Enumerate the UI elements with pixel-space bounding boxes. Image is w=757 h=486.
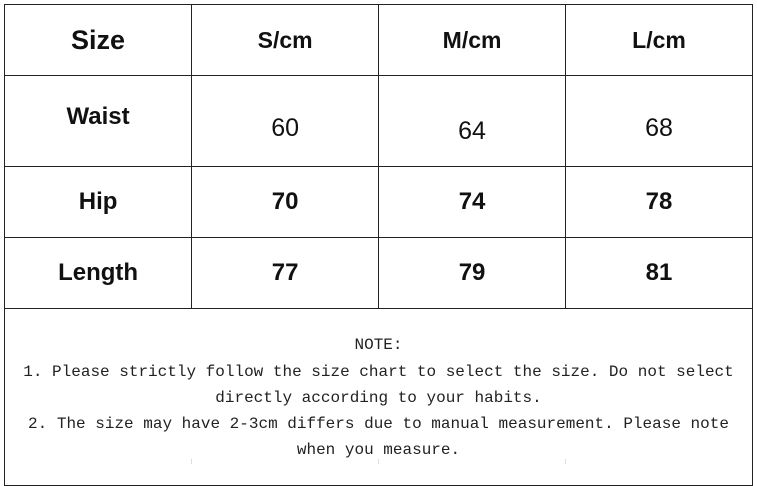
note-row: NOTE: 1. Please strictly follow the size…	[4, 308, 753, 486]
note-line-2: 2. The size may have 2-3cm differs due t…	[28, 415, 729, 460]
table-row-waist: Waist 60 64 68	[3, 75, 753, 167]
note-line-1: 1. Please strictly follow the size chart…	[23, 362, 734, 407]
note-cell: NOTE: 1. Please strictly follow the size…	[4, 308, 753, 486]
header-size: Size	[3, 4, 193, 76]
cell-value: 68	[565, 75, 753, 167]
cell-value: 77	[191, 237, 380, 309]
cell-value: 64	[378, 75, 567, 167]
row-label: Length	[3, 237, 193, 309]
row-label: Waist	[3, 75, 193, 167]
row-label: Hip	[3, 166, 193, 238]
cell-value: 78	[565, 166, 753, 238]
cell-value: 79	[378, 237, 567, 309]
cell-value: 81	[565, 237, 753, 309]
note-title: NOTE:	[354, 336, 403, 355]
header-l: L/cm	[565, 4, 753, 76]
grid-line	[565, 459, 566, 464]
cell-value: 70	[191, 166, 380, 238]
size-chart-table: Size S/cm M/cm L/cm Waist 60 64 68 Hip 7…	[3, 4, 753, 486]
table-row-length: Length 77 79 81	[3, 237, 753, 309]
cell-value: 74	[378, 166, 567, 238]
grid-line	[378, 459, 379, 464]
table-row-hip: Hip 70 74 78	[3, 166, 753, 238]
header-m: M/cm	[378, 4, 567, 76]
grid-line	[191, 459, 192, 464]
cell-value: 60	[191, 75, 380, 167]
header-row: Size S/cm M/cm L/cm	[3, 4, 753, 76]
header-s: S/cm	[191, 4, 380, 76]
